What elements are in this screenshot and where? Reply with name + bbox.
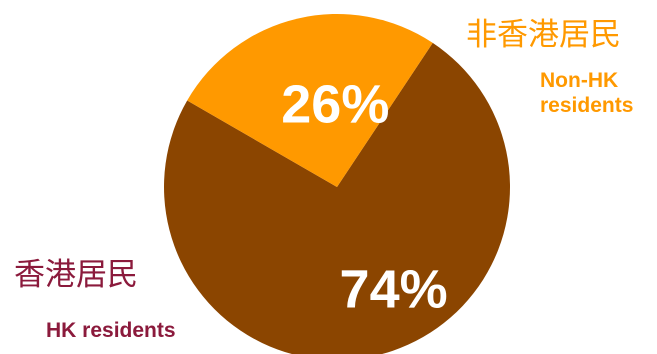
- legend-label-non-hk-english-line2: residents: [540, 94, 634, 117]
- legend-label-hk-english: HK residents: [46, 319, 176, 342]
- pie-slice-non-hk-residents: [187, 13, 433, 187]
- legend-label-non-hk-english-line1: Non-HK: [540, 69, 619, 92]
- legend-label-hk-chinese: 香港居民: [14, 257, 138, 293]
- slice-label-hk-percent: 74%: [340, 260, 448, 320]
- legend-label-non-hk-english: Non-HK residents: [540, 68, 633, 118]
- slice-label-non-hk-percent: 26%: [281, 74, 389, 134]
- legend-label-non-hk-chinese: 非香港居民: [466, 17, 621, 53]
- pie-slice-hk-residents: [164, 42, 510, 354]
